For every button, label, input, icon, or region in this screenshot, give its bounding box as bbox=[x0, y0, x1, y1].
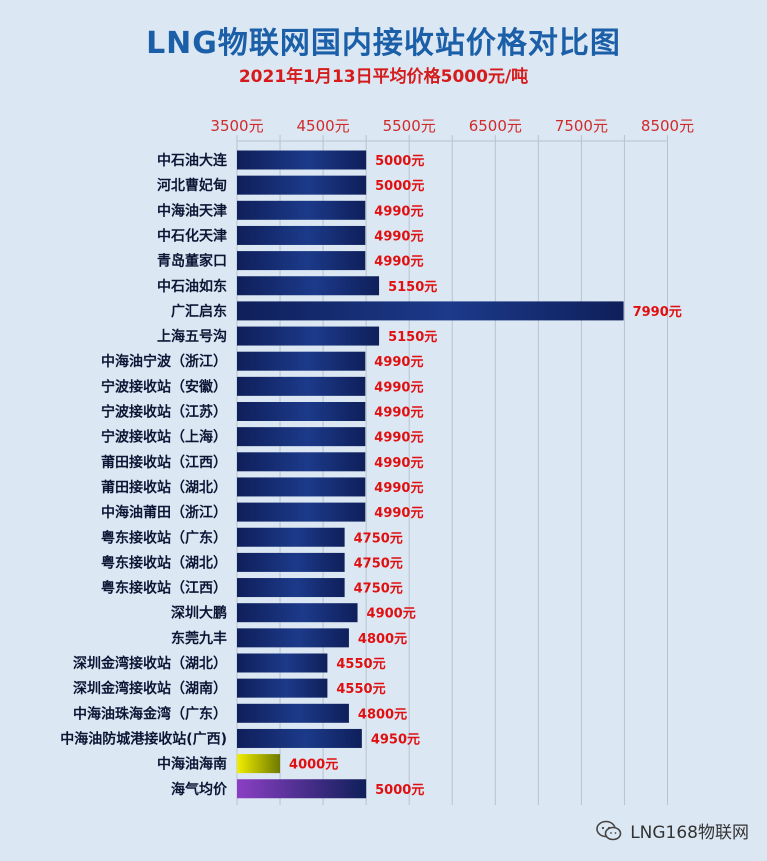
value-label: 5000元 bbox=[375, 783, 424, 798]
category-label: 河北曹妃甸 bbox=[157, 177, 227, 194]
bar bbox=[237, 351, 366, 371]
value-labels: 5000元 5000元 4990元 4990元 4990元 5150元 7990元 5150元… bbox=[289, 154, 682, 798]
value-label: 4800元 bbox=[358, 707, 407, 722]
bar bbox=[237, 678, 328, 698]
bar bbox=[237, 251, 366, 271]
x-axis-ticks: 3500元 4500元 5500元 6500元 7500元 8500元 bbox=[210, 117, 694, 135]
category-label: 中海油莆田（浙江） bbox=[101, 504, 227, 521]
watermark-text: LNG168物联网 bbox=[630, 823, 749, 843]
category-label: 青岛董家口 bbox=[157, 253, 227, 270]
category-label: 宁波接收站（安徽） bbox=[101, 378, 227, 395]
value-label: 5150元 bbox=[388, 330, 437, 345]
category-label: 深圳金湾接收站（湖南） bbox=[73, 680, 227, 697]
value-label: 4990元 bbox=[374, 355, 423, 370]
wechat-icon bbox=[596, 820, 622, 840]
bars bbox=[237, 150, 624, 799]
value-label: 5150元 bbox=[388, 280, 437, 295]
x-tick-label: 3500元 bbox=[210, 117, 263, 135]
category-label: 中石油如东 bbox=[157, 278, 227, 295]
category-label: 粤东接收站（湖北） bbox=[101, 554, 227, 571]
value-label: 4990元 bbox=[374, 431, 423, 446]
bar bbox=[237, 225, 366, 245]
value-label: 4900元 bbox=[367, 607, 416, 622]
value-label: 4990元 bbox=[374, 204, 423, 219]
category-label: 中海油珠海金湾（广东） bbox=[73, 705, 227, 722]
value-label: 4990元 bbox=[374, 506, 423, 521]
value-label: 4990元 bbox=[374, 456, 423, 471]
bar bbox=[237, 326, 380, 346]
value-label: 4950元 bbox=[371, 732, 420, 747]
value-label: 4800元 bbox=[358, 632, 407, 647]
bar bbox=[237, 150, 367, 170]
bar bbox=[237, 452, 366, 472]
category-label: 海气均价 bbox=[171, 781, 228, 798]
category-label: 莆田接收站（江西） bbox=[101, 454, 227, 471]
category-label: 粤东接收站（广东） bbox=[101, 529, 227, 546]
value-label: 4000元 bbox=[289, 758, 338, 773]
category-label: 中海油天津 bbox=[157, 202, 227, 219]
category-label: 粤东接收站（江西） bbox=[101, 580, 227, 597]
chart-subtitle: 2021年1月13日平均价格5000元/吨 bbox=[238, 67, 529, 87]
value-label: 4750元 bbox=[354, 556, 403, 571]
value-label: 4550元 bbox=[336, 682, 385, 697]
bar bbox=[237, 301, 624, 321]
value-label: 4990元 bbox=[374, 481, 423, 496]
x-tick-label: 7500元 bbox=[555, 117, 608, 135]
value-label: 5000元 bbox=[375, 179, 424, 194]
value-label: 4990元 bbox=[374, 380, 423, 395]
value-label: 4750元 bbox=[354, 531, 403, 546]
category-label: 中海油宁波（浙江） bbox=[101, 353, 227, 370]
x-tick-label: 4500元 bbox=[297, 117, 350, 135]
x-tick-label: 6500元 bbox=[469, 117, 522, 135]
value-label: 4990元 bbox=[374, 406, 423, 421]
value-label: 7990元 bbox=[633, 305, 682, 320]
bar bbox=[237, 728, 362, 748]
x-tick-label: 5500元 bbox=[383, 117, 436, 135]
category-label: 广汇启东 bbox=[171, 303, 227, 320]
value-label: 4990元 bbox=[374, 229, 423, 244]
category-label: 东莞九丰 bbox=[171, 630, 227, 647]
category-label: 中海油防城港接收站(广西) bbox=[60, 730, 227, 747]
category-label: 中石油大连 bbox=[157, 152, 228, 169]
category-label: 莆田接收站（湖北） bbox=[101, 479, 227, 496]
bar bbox=[237, 402, 366, 421]
value-label: 4550元 bbox=[336, 657, 385, 672]
watermark: LNG168物联网 bbox=[596, 818, 749, 843]
category-label: 中海油海南 bbox=[157, 756, 227, 773]
bar bbox=[237, 628, 349, 648]
x-tick-label: 8500元 bbox=[641, 117, 694, 135]
bar bbox=[237, 703, 349, 723]
bar bbox=[237, 477, 366, 497]
bar bbox=[237, 552, 345, 572]
value-label: 4990元 bbox=[374, 255, 423, 270]
bar bbox=[237, 200, 366, 220]
bar bbox=[237, 427, 366, 447]
bar bbox=[237, 603, 358, 623]
bar bbox=[237, 754, 281, 774]
bar bbox=[237, 527, 345, 547]
category-label: 深圳大鹏 bbox=[171, 605, 227, 622]
category-label: 深圳金湾接收站（湖北） bbox=[73, 655, 227, 672]
bar bbox=[237, 653, 328, 673]
chart-title: LNG物联网国内接收站价格对比图 bbox=[146, 26, 621, 61]
category-label: 宁波接收站（江苏） bbox=[101, 404, 227, 421]
category-label: 宁波接收站（上海） bbox=[101, 429, 227, 446]
category-labels: 中石油大连河北曹妃甸中海油天津中石化天津青岛董家口中石油如东广汇启东上海五号沟中… bbox=[60, 152, 228, 798]
bar bbox=[237, 502, 366, 522]
value-label: 4750元 bbox=[354, 582, 403, 597]
bar bbox=[237, 578, 345, 598]
value-label: 5000元 bbox=[375, 154, 424, 169]
bar bbox=[237, 175, 367, 195]
bar bbox=[237, 779, 367, 799]
category-label: 上海五号沟 bbox=[157, 328, 227, 345]
bar bbox=[237, 376, 366, 396]
bar bbox=[237, 276, 380, 296]
category-label: 中石化天津 bbox=[157, 227, 227, 244]
